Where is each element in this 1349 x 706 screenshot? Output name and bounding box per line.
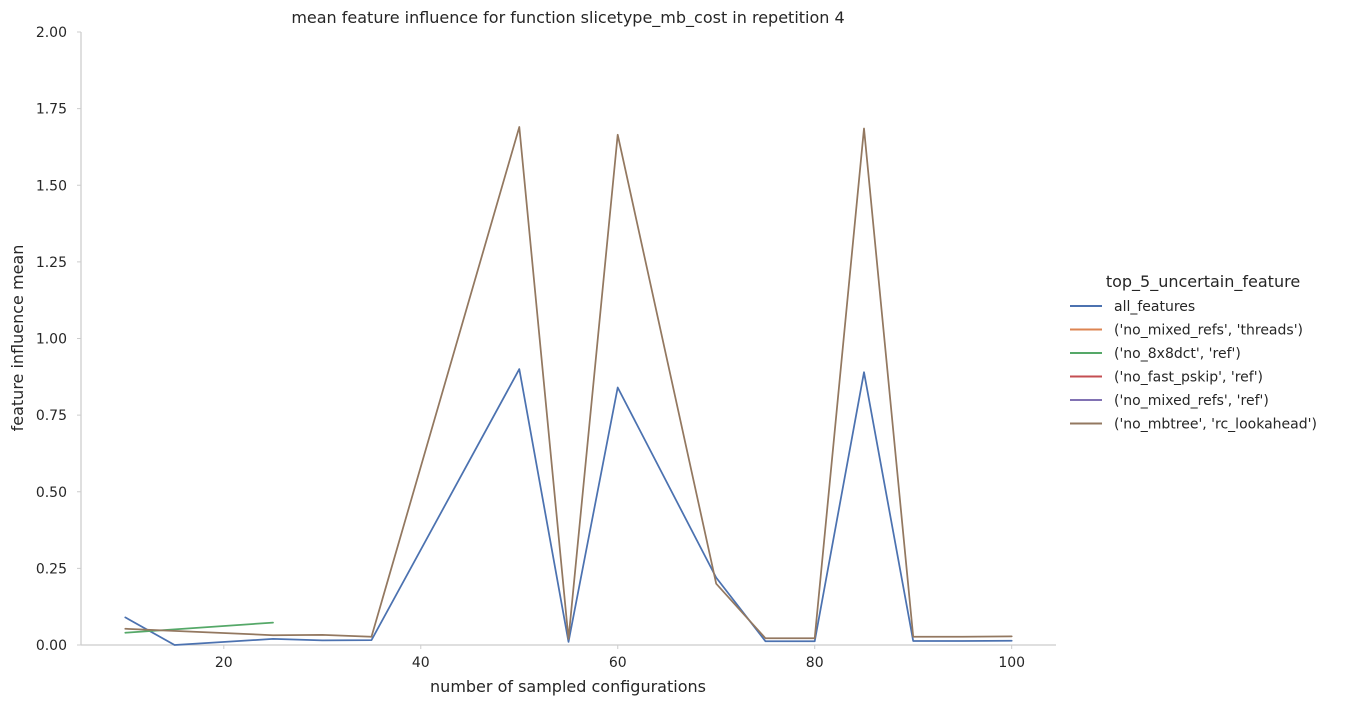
y-axis-label: feature influence mean (8, 245, 27, 432)
chart-title: mean feature influence for function slic… (291, 8, 844, 28)
series-line-0 (124, 368, 1013, 646)
plot-area (80, 32, 1056, 646)
y-tick-label: 1.00 (36, 332, 67, 348)
y-tick-label: 2.00 (36, 25, 67, 41)
legend-title: top_5_uncertain_feature (1106, 272, 1300, 292)
legend-label: all_features (1114, 299, 1195, 315)
y-axis-ticks: 0.00 0.25 0.50 0.75 1.00 1.25 1.50 1.75 2.00 (36, 25, 81, 654)
series-line-2 (124, 621, 274, 634)
legend-items: all_features ('no_mixed_refs', 'threads')… (1070, 299, 1317, 433)
legend-label: ('no_mbtree', 'rc_lookahead') (1114, 417, 1317, 433)
x-axis-label: number of sampled configurations (430, 677, 706, 696)
series-lines (124, 126, 1013, 646)
y-tick-label: 1.75 (36, 102, 67, 118)
legend-label: ('no_mixed_refs', 'ref') (1114, 393, 1269, 409)
series-line-5 (124, 126, 1013, 640)
y-tick-label: 0.75 (36, 408, 67, 424)
x-tick-label: 100 (998, 655, 1025, 671)
y-tick-label: 0.00 (36, 638, 67, 654)
y-tick-label: 0.50 (36, 485, 67, 501)
x-axis-ticks: 20 40 60 80 100 (215, 645, 1025, 671)
legend-label: ('no_fast_pskip', 'ref') (1114, 370, 1263, 386)
x-tick-label: 40 (412, 655, 430, 671)
y-tick-label: 1.25 (36, 255, 67, 271)
x-tick-label: 80 (806, 655, 824, 671)
x-tick-label: 60 (609, 655, 627, 671)
x-tick-label: 20 (215, 655, 233, 671)
legend-label: ('no_8x8dct', 'ref') (1114, 346, 1241, 362)
legend: top_5_uncertain_feature all_features ('no… (1070, 272, 1317, 433)
y-tick-label: 1.50 (36, 178, 67, 194)
legend-label: ('no_mixed_refs', 'threads') (1114, 323, 1303, 339)
y-tick-label: 0.25 (36, 561, 67, 577)
